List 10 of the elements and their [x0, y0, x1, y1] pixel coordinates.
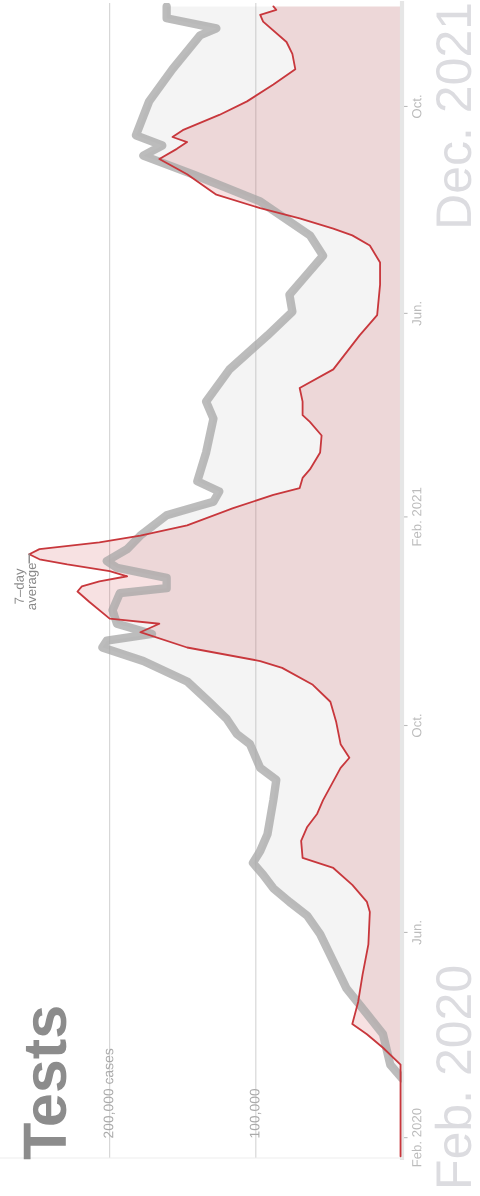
y-tick-label: Feb. 2020	[411, 1108, 422, 1167]
x-tick-label: 200,000 cases	[103, 1048, 116, 1138]
y-tick-label: Feb. 2021	[411, 487, 422, 546]
x-tick-label: 100,000	[249, 1088, 262, 1138]
y-tick-label: Jun.	[412, 302, 422, 326]
y-tick-label: Oct.	[412, 714, 422, 737]
y-tick-label: Oct.	[412, 95, 422, 118]
text: Tests	[23, 1007, 67, 1160]
annotation: 7–day average	[14, 563, 39, 610]
y-tick-label: Jun.	[412, 921, 422, 945]
